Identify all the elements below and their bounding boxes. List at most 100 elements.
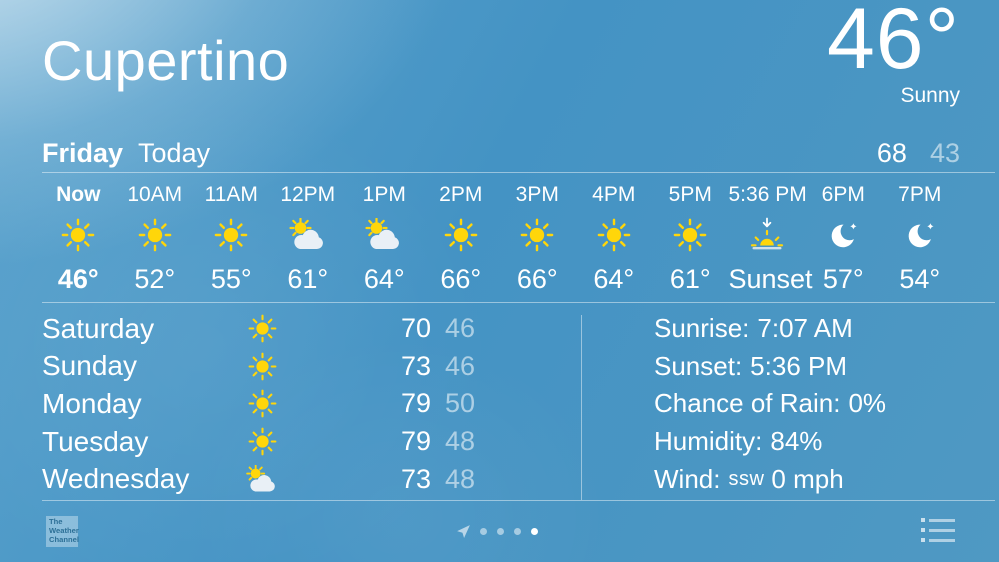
page-dot [480,527,487,535]
wind-direction: ssw [728,467,765,490]
hour-label: 12PM [280,183,336,206]
current-temperature: 46° [826,0,960,87]
hour-label: 3PM [515,183,559,206]
hour-temp: 54° [899,264,941,294]
hour-label: 6PM [821,183,865,206]
location-arrow-icon [456,524,471,539]
hour-label: 1PM [362,183,406,206]
day-high-temp: 70 [400,313,431,344]
today-row: Friday Today 68 43 [42,138,960,170]
hourly-forecast-strip[interactable]: Now 46° 10AM 52° 1 [40,181,958,295]
today-high-temp: 68 [876,138,907,168]
hour-temp: 64° [593,264,635,294]
hour-temp: 52° [134,264,176,294]
hour-label: 10AM [127,183,183,206]
divider-above-footer [42,500,995,501]
hour-label: 5:36 PM [728,183,807,206]
page-dots [480,527,538,535]
hour-label: 11AM [204,183,258,206]
hour-temp: 61° [669,264,711,294]
day-high-temp: 73 [400,350,431,381]
sun-icon [444,218,478,252]
today-label: Today [138,138,211,168]
hour-temp: 64° [363,264,405,294]
hourly-column: 11AM 55° [193,181,270,295]
sun-icon [248,427,276,456]
detail-chance-of-rain: Chance of Rain: 0% [654,388,887,419]
detail-sunset: Sunset: 5:36 PM [654,350,847,381]
day-name: Monday [42,387,142,419]
hour-label: Now [56,183,101,206]
hourly-column: 3PM 66° [499,181,576,295]
page-dot [514,527,521,535]
list-icon [921,518,955,522]
day-low-temp: 46 [444,313,475,344]
day-high-temp: 79 [400,388,431,419]
hour-temp: 57° [822,264,864,294]
moon-icon [831,223,857,248]
daily-details-divider [581,315,582,500]
sun-icon [597,218,631,252]
hour-label: 5PM [668,183,712,206]
sun-icon [248,352,276,381]
hourly-column: 7PM 54° [882,181,959,295]
daily-row: Saturday 70 46 [42,310,475,348]
daily-row: Monday 79 50 [42,385,475,423]
sun-behind-cloud-icon [246,464,275,492]
hour-temp: 61° [287,264,329,294]
detail-humidity: Humidity: 84% [654,426,823,457]
moon-icon [908,223,934,248]
hourly-column: Now 46° [40,181,117,295]
sun-icon [138,218,172,252]
hourly-column: 4PM 64° [576,181,653,295]
day-low-temp: 48 [444,463,475,494]
hourly-column: 5PM 61° [652,181,729,295]
current-condition: Sunny [900,84,960,107]
hour-temp: Sunset [728,264,813,294]
divider-under-hourly [42,302,995,303]
hourly-column: 1PM 64° [346,181,423,295]
day-name: Wednesday [42,463,190,495]
day-low-temp: 48 [444,426,475,457]
page-dot-active [531,527,538,535]
hourly-column: 6PM 57° [805,181,882,295]
page-dot [497,527,504,535]
sun-icon [61,218,95,252]
sun-behind-cloud-icon [289,218,323,249]
day-name: Sunday [42,350,137,382]
daily-forecast-list: Saturday 70 46 Sunday [42,310,475,498]
hourly-column: 10AM 52° [117,181,194,295]
day-high-temp: 73 [400,463,431,494]
hourly-column-sunset: 5:36 PM Sunset [728,181,813,295]
daily-row: Wednesday 73 48 [42,460,475,498]
hour-temp: 66° [440,264,482,294]
hour-temp: 66° [516,264,558,294]
divider-under-today [42,172,995,173]
hour-temp: 46° [57,264,99,294]
hourly-column: 2PM 66° [423,181,500,295]
daily-row: Sunday 73 46 [42,348,475,386]
day-low-temp: 50 [444,388,475,419]
day-name: Saturday [42,312,155,344]
location-list-button[interactable] [921,518,955,542]
sun-icon [214,218,248,252]
sunset-icon [750,217,783,250]
sun-icon [673,218,707,252]
hourly-column: 12PM 61° [270,181,347,295]
sun-behind-cloud-icon [365,218,400,249]
daily-row: Tuesday 79 48 [42,423,475,461]
details-panel: Sunrise: 7:07 AM Sunset: 5:36 PM Chance … [654,310,886,498]
today-low-temp: 43 [929,138,960,168]
sun-icon [248,390,276,418]
detail-sunrise: Sunrise: 7:07 AM [654,313,853,344]
city-name: Cupertino [42,29,290,92]
weather-channel-logo[interactable]: The Weather Channel [46,516,79,547]
day-low-temp: 46 [444,350,475,381]
hour-label: 4PM [592,183,636,206]
hour-label: 7PM [898,183,942,206]
page-control[interactable] [456,522,538,540]
sun-icon [248,314,276,343]
day-name: Tuesday [42,425,149,457]
hour-temp: 55° [210,264,252,294]
